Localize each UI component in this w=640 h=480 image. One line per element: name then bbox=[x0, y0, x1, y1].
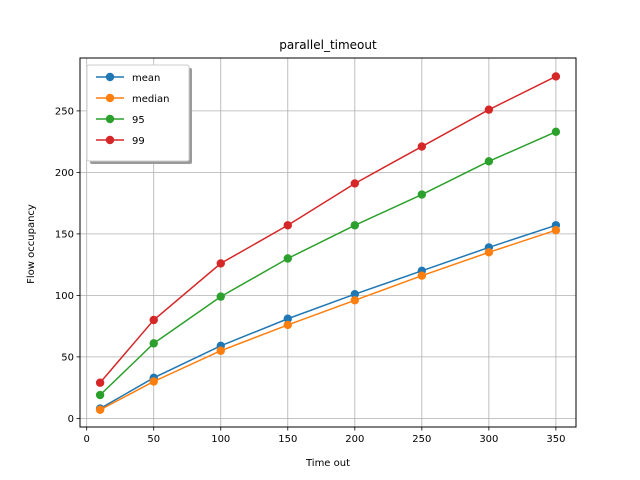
data-point bbox=[484, 157, 494, 166]
x-tick-label: 350 bbox=[546, 434, 565, 445]
x-tick-label: 150 bbox=[278, 434, 297, 445]
data-point bbox=[417, 190, 427, 199]
data-point bbox=[149, 339, 158, 348]
data-point bbox=[350, 296, 360, 305]
grid bbox=[80, 58, 576, 427]
x-ticks: 0 50 100 150 200 250 300 350 bbox=[84, 427, 565, 445]
series-95 bbox=[95, 127, 561, 400]
data-point bbox=[283, 314, 292, 323]
data-point bbox=[283, 254, 292, 263]
data-point bbox=[417, 271, 427, 280]
legend-marker bbox=[105, 135, 115, 145]
y-tick-label: 100 bbox=[55, 291, 74, 302]
series-line bbox=[99, 75, 557, 384]
series-line bbox=[99, 131, 557, 396]
y-axis-label: Flow occupancy bbox=[26, 204, 37, 284]
data-point bbox=[216, 292, 225, 301]
legend-label: 99 bbox=[132, 136, 145, 147]
y-tick-label: 150 bbox=[55, 229, 74, 240]
data-point bbox=[216, 346, 225, 355]
x-axis-label: Time out bbox=[305, 458, 350, 469]
y-ticks: 0 50 100 150 200 250 bbox=[55, 106, 80, 425]
data-point bbox=[216, 259, 225, 268]
legend: mean median 95 99 bbox=[86, 64, 192, 164]
legend-marker bbox=[105, 93, 115, 103]
data-point bbox=[551, 72, 561, 81]
legend-marker bbox=[105, 114, 115, 124]
series-median bbox=[95, 226, 561, 414]
y-tick-label: 200 bbox=[55, 168, 74, 179]
data-point bbox=[95, 378, 105, 387]
x-tick-label: 250 bbox=[412, 434, 431, 445]
x-tick-label: 100 bbox=[211, 434, 230, 445]
series-layer bbox=[95, 72, 561, 414]
data-point bbox=[283, 320, 292, 330]
data-point bbox=[484, 248, 494, 257]
legend-item: median bbox=[96, 93, 170, 105]
y-tick-label: 0 bbox=[68, 414, 74, 425]
legend-item: 99 bbox=[96, 135, 145, 147]
data-point bbox=[350, 179, 360, 188]
data-point bbox=[95, 405, 105, 414]
legend-item: 95 bbox=[96, 114, 145, 126]
legend-label: 95 bbox=[132, 115, 145, 126]
series-99 bbox=[95, 72, 561, 387]
x-tick-label: 0 bbox=[84, 434, 90, 445]
data-point bbox=[417, 142, 427, 151]
legend-label: median bbox=[132, 94, 170, 105]
chart-title: parallel_timeout bbox=[279, 38, 377, 52]
data-point bbox=[149, 315, 158, 325]
x-tick-label: 50 bbox=[147, 434, 160, 445]
x-tick-label: 200 bbox=[345, 434, 364, 445]
data-point bbox=[149, 377, 158, 386]
data-point bbox=[484, 105, 494, 114]
data-point bbox=[95, 390, 105, 400]
data-point bbox=[283, 221, 292, 230]
y-tick-label: 50 bbox=[61, 352, 74, 363]
legend-label: mean bbox=[132, 73, 160, 84]
series-line bbox=[99, 224, 557, 410]
data-point bbox=[551, 226, 561, 235]
x-tick-label: 300 bbox=[479, 434, 498, 445]
data-point bbox=[551, 127, 561, 136]
legend-item: mean bbox=[96, 72, 160, 84]
data-point bbox=[350, 289, 360, 299]
series-line bbox=[99, 229, 557, 411]
plot-frame bbox=[79, 57, 577, 428]
legend-marker bbox=[105, 72, 115, 82]
data-point bbox=[350, 221, 360, 230]
y-tick-label: 250 bbox=[55, 106, 74, 117]
